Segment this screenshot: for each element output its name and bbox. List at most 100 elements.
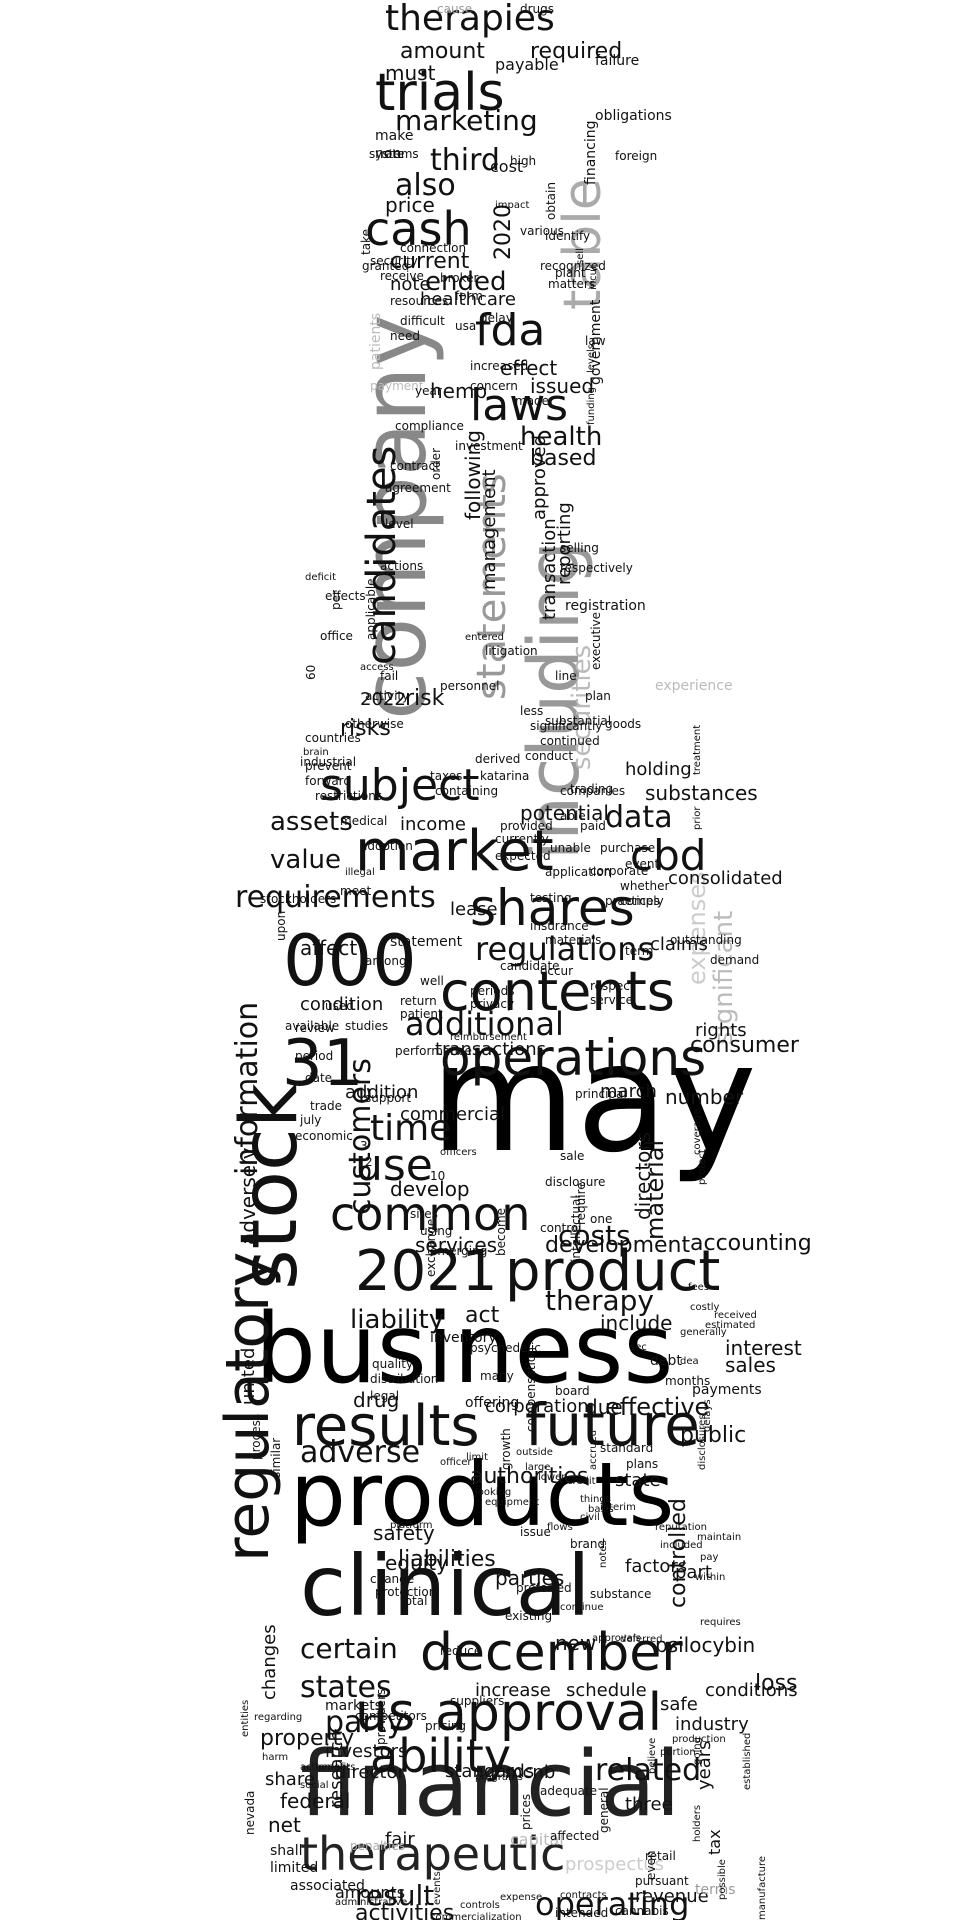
word-established: established [742,1733,753,1790]
word-2020: 2020 [491,204,516,260]
word-granted: granted [362,259,409,273]
word-receive: receive [380,269,424,283]
word-programs: programs [475,1772,523,1783]
word-psilocybin: psilocybin [655,1633,755,1657]
word-practices: practices [605,894,660,908]
word-security: security [370,254,418,268]
word-psychedelic: psychedelic [470,1341,541,1355]
word-harm: harm [262,1752,288,1763]
word-liabilities: liabilities [398,1547,496,1572]
word-action: action [300,1762,331,1773]
word-unable: unable [550,841,591,855]
word-also: also [395,168,456,203]
word-access: access [360,662,394,673]
word-table: table [553,178,613,310]
word-change: change [370,1572,414,1586]
word-large: large [525,1462,550,1473]
word-reduce: reduce [440,1644,481,1658]
word-need: need [390,329,420,343]
word-months: months [665,1374,710,1388]
word-approved: approved [529,435,550,520]
word-statements: statements [469,473,515,700]
word-offering: offering [465,1395,519,1411]
word-provided: provided [500,819,553,833]
word-required: required [530,39,622,64]
word-within: within [695,1572,725,1583]
word-general: general [597,1787,611,1833]
word-administrative: administrative [335,1897,407,1908]
word-included: included [660,1540,703,1551]
word-lower: lower [538,1472,566,1483]
word-new: new [555,1631,596,1655]
word-platform: platform [390,1520,433,1531]
word-candidates: candidates [359,446,405,665]
word-stockholders: stockholders [260,892,336,906]
word-10: 10 [430,1169,445,1183]
word-revenue: revenue [635,1886,709,1907]
word-financing: financing [583,121,599,186]
word-risks: risks [340,716,391,741]
word-information: information [230,1002,265,1175]
word-substances: substances [645,781,758,805]
word-000: 000 [283,920,417,1002]
word-comply: comply [620,894,664,908]
word-share: share [265,1769,315,1790]
word-united: united [238,1348,259,1405]
word-sale: sale [560,1149,584,1163]
word-fail: fail [380,669,398,683]
word-conditions: conditions [705,1680,798,1701]
word-requirements: requirements [235,880,436,915]
word-reporting: reporting [554,502,575,585]
word-brain: brain [303,747,329,758]
word-assets: assets [270,807,353,837]
word-order: order [429,448,443,480]
word-protect: protect [697,1149,708,1185]
word-safe: safe [660,1694,698,1715]
word-intellectual: intellectual [569,1195,583,1262]
word-office: office [320,629,353,643]
word-difficult: difficult [400,314,445,328]
word-basis: basis [588,1504,614,1515]
word-otherwise: otherwise [345,717,404,731]
word-production: production [672,1734,726,1745]
word-obtain: obtain [544,182,558,220]
word-contracts: contracts [560,1890,607,1901]
word-results: results [292,1394,480,1459]
word-factors: factors [625,1556,687,1577]
word-31: 31 [282,1027,363,1101]
word-restrictions: restrictions [315,789,382,803]
word-equipment: equipment [485,1497,539,1508]
word-payments: payments [692,1382,762,1398]
word-respect: respect [590,979,635,993]
word-incur: incur [588,264,599,290]
word-broker: broker [440,271,479,285]
word-regulatory: regulatory [213,1252,283,1562]
word-approvals: approvals [592,1633,641,1644]
word-condition: condition [300,994,383,1015]
word-2022: 2022 [360,689,406,710]
word-non: non [375,146,401,162]
word-capital: capital [510,1830,564,1849]
word-liability: liability [350,1305,444,1335]
word-growth: growth [499,1428,513,1470]
word-must: must [385,61,436,85]
word-standards: standards [445,1761,534,1782]
word-interest: interest [725,1336,802,1360]
word-available: available [285,1019,339,1033]
word-term: term [625,944,654,958]
word-2021: 2021 [355,1239,498,1304]
word-prior: prior [692,806,703,830]
word-ended: ended [425,267,506,297]
word-industry: industry [675,1714,749,1735]
word-prospectus: prospectus [565,1854,664,1875]
word-flows: flows [547,1522,573,1533]
word-development: development [545,1233,691,1258]
word-dea: dea [680,1356,699,1367]
word-research: research [326,1730,347,1808]
word-material: material [641,1140,669,1240]
word-government: government [588,299,604,385]
word-penalties: penalties [350,1839,405,1853]
word-officers: officers [440,1147,477,1158]
word-demand: demand [710,953,759,967]
